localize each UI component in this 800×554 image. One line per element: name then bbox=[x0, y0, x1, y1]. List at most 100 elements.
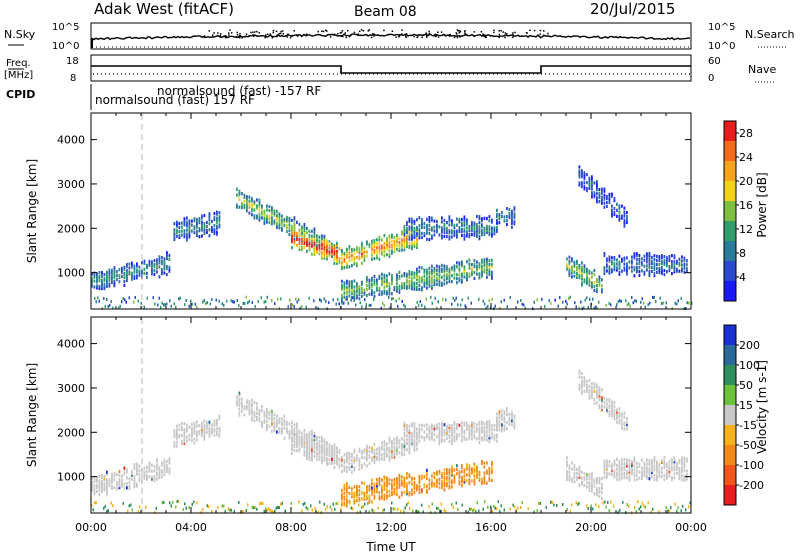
heatmap-cell bbox=[158, 466, 161, 470]
heatmap-cell bbox=[291, 447, 293, 451]
heatmap-cell bbox=[338, 457, 341, 461]
heatmap-cell bbox=[278, 224, 281, 228]
heatmap-cell bbox=[286, 420, 288, 424]
heatmap-cell bbox=[383, 273, 386, 277]
heatmap-cell bbox=[381, 484, 383, 488]
heatmap-cell bbox=[143, 472, 146, 476]
heatmap-cell bbox=[463, 470, 466, 474]
heatmap-cell bbox=[371, 284, 373, 288]
heatmap-cell bbox=[296, 430, 298, 434]
heatmap-cell bbox=[378, 257, 381, 261]
heatmap-cell bbox=[681, 456, 683, 460]
heatmap-cell bbox=[341, 469, 343, 474]
nsky-point bbox=[485, 36, 487, 38]
heatmap-cell bbox=[396, 479, 398, 483]
colorbar-segment bbox=[724, 345, 736, 366]
heatmap-cell bbox=[583, 477, 586, 481]
heatmap-cell bbox=[248, 203, 251, 207]
heatmap-cell bbox=[201, 234, 203, 238]
heatmap-cell bbox=[453, 272, 456, 276]
heatmap-cell bbox=[333, 465, 336, 469]
heatmap-cell bbox=[578, 387, 581, 391]
heatmap-cell bbox=[256, 417, 258, 422]
heatmap-cell bbox=[433, 219, 436, 223]
heatmap-cell bbox=[483, 481, 486, 485]
heatmap-cell bbox=[666, 258, 668, 262]
heatmap-cell bbox=[320, 299, 322, 303]
heatmap-cell bbox=[298, 237, 301, 241]
heatmap-cell bbox=[416, 239, 418, 244]
heatmap-cell bbox=[588, 484, 591, 489]
heatmap-cell bbox=[646, 258, 648, 262]
heatmap-cell bbox=[413, 229, 416, 233]
heatmap-cell bbox=[476, 266, 478, 270]
heatmap-cell bbox=[616, 416, 618, 420]
nsky-point bbox=[464, 32, 466, 35]
heatmap-cell bbox=[368, 292, 371, 296]
heatmap-cell bbox=[601, 486, 603, 491]
nsky-point bbox=[511, 36, 514, 39]
heatmap-cell bbox=[665, 301, 667, 305]
heatmap-cell bbox=[656, 254, 658, 258]
heatmap-cell bbox=[101, 273, 103, 277]
heatmap-cell bbox=[430, 295, 432, 299]
heatmap-cell bbox=[278, 214, 281, 218]
heatmap-cell bbox=[183, 229, 186, 233]
nsky-point bbox=[457, 30, 459, 32]
heatmap-cell bbox=[346, 287, 348, 291]
heatmap-cell bbox=[393, 249, 396, 254]
heatmap-cell bbox=[466, 463, 468, 467]
heatmap-cell bbox=[301, 442, 303, 446]
heatmap-cell bbox=[446, 432, 448, 436]
heatmap-cell bbox=[213, 427, 216, 431]
heatmap-cell bbox=[121, 300, 123, 304]
heatmap-cell bbox=[211, 229, 213, 233]
heatmap-cell bbox=[381, 272, 383, 276]
heatmap-cell bbox=[356, 296, 358, 300]
heatmap-cell bbox=[616, 208, 618, 212]
heatmap-cell bbox=[416, 273, 418, 277]
heatmap-cell bbox=[476, 215, 478, 219]
heatmap-cell bbox=[461, 264, 463, 268]
heatmap-cell bbox=[638, 265, 641, 269]
heatmap-cell bbox=[356, 245, 358, 250]
heatmap-cell bbox=[613, 504, 615, 508]
heatmap-cell bbox=[373, 257, 376, 261]
heatmap-cell bbox=[461, 431, 463, 435]
heatmap-cell bbox=[413, 227, 416, 231]
heatmap-cell bbox=[401, 284, 403, 288]
heatmap-cell bbox=[461, 298, 463, 302]
heatmap-cell bbox=[163, 466, 166, 471]
heatmap-cell bbox=[361, 249, 363, 253]
heatmap-cell bbox=[93, 476, 96, 480]
heatmap-cell bbox=[671, 466, 673, 470]
heatmap-cell bbox=[398, 240, 401, 245]
nsky-point bbox=[417, 35, 419, 37]
heatmap-cell bbox=[408, 241, 411, 246]
heatmap-cell bbox=[476, 473, 478, 477]
nsky-point bbox=[370, 36, 373, 39]
heatmap-cell bbox=[686, 459, 688, 463]
heatmap-cell bbox=[126, 278, 128, 283]
heatmap-cell bbox=[206, 422, 208, 426]
heatmap-cell bbox=[184, 502, 186, 506]
heatmap-cell bbox=[416, 267, 418, 271]
heatmap-cell bbox=[296, 435, 298, 439]
heatmap-cell bbox=[403, 274, 406, 278]
heatmap-cell bbox=[381, 292, 383, 296]
heatmap-cell bbox=[481, 270, 483, 274]
heatmap-cell bbox=[373, 282, 376, 287]
heatmap-cell bbox=[133, 465, 136, 469]
heatmap-cell bbox=[341, 493, 343, 497]
heatmap-cell bbox=[656, 460, 658, 464]
heatmap-cell bbox=[438, 279, 441, 283]
heatmap-cell bbox=[581, 269, 583, 273]
heatmap-cell bbox=[488, 269, 491, 273]
heatmap-cell bbox=[466, 473, 468, 477]
heatmap-cell bbox=[126, 262, 128, 267]
heatmap-cell bbox=[601, 484, 603, 489]
heatmap-cell bbox=[403, 425, 406, 429]
heatmap-cell bbox=[148, 461, 151, 465]
heatmap-cell bbox=[408, 424, 411, 428]
